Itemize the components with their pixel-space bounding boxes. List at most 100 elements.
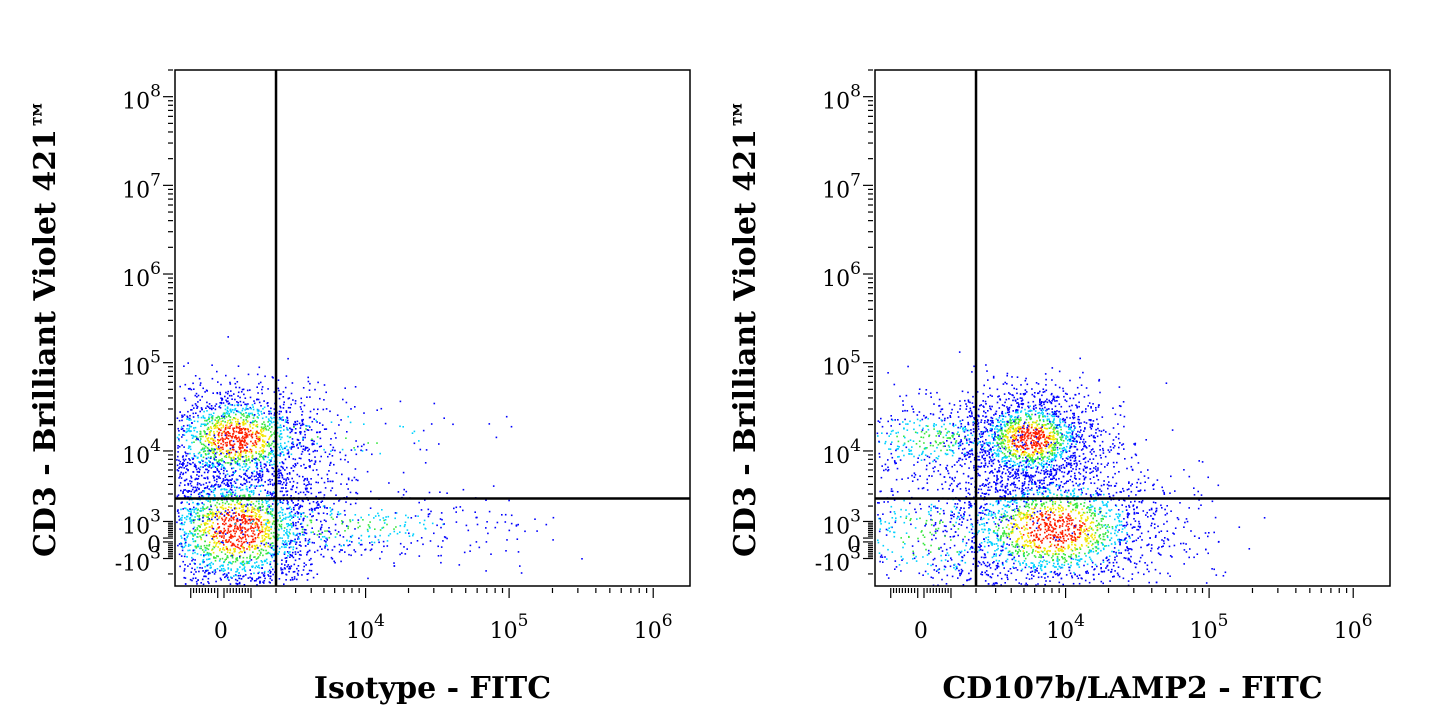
event-dot <box>386 523 388 526</box>
event-dot <box>189 530 191 533</box>
event-dot <box>331 508 334 511</box>
event-dot <box>240 450 242 452</box>
event-dot <box>370 490 372 493</box>
event-dot <box>257 481 259 484</box>
event-dot <box>232 411 235 414</box>
event-dot <box>189 563 191 565</box>
event-dot <box>211 364 213 366</box>
event-dot <box>993 433 996 435</box>
event-dot <box>377 539 380 541</box>
event-dot <box>245 432 248 435</box>
event-dot <box>328 530 330 533</box>
event-dot <box>324 547 326 549</box>
event-dot <box>314 509 316 511</box>
event-dot <box>240 428 243 430</box>
event-dot <box>321 531 324 534</box>
event-dot <box>226 577 229 580</box>
event-dot <box>254 505 257 507</box>
event-dot <box>399 542 402 545</box>
event-dot <box>264 450 266 453</box>
event-dot <box>197 401 199 403</box>
event-dot <box>1031 444 1033 446</box>
event-dot <box>253 533 256 536</box>
event-dot <box>221 499 224 501</box>
event-dot <box>1093 467 1095 469</box>
event-dot <box>230 576 232 579</box>
event-dot <box>308 459 310 461</box>
event-dot <box>196 420 199 423</box>
event-dot <box>194 486 197 489</box>
event-dot <box>228 456 231 459</box>
event-dot <box>206 544 208 547</box>
event-dot <box>216 501 218 504</box>
event-dot <box>307 550 309 553</box>
event-dot <box>244 428 247 431</box>
event-dot <box>192 538 194 540</box>
event-dot <box>1001 446 1004 449</box>
event-dot <box>292 516 295 518</box>
event-dot <box>368 525 371 528</box>
event-dot <box>207 456 210 459</box>
event-dot <box>1031 447 1034 449</box>
event-dot <box>1083 421 1086 423</box>
event-dot <box>242 504 245 507</box>
event-dot <box>194 533 196 536</box>
event-dot <box>247 373 250 376</box>
event-dot <box>987 396 989 398</box>
event-dot <box>259 456 261 458</box>
event-dot <box>1017 474 1020 476</box>
event-dot <box>1002 441 1004 443</box>
event-dot <box>218 475 220 478</box>
event-dot <box>283 583 285 585</box>
event-dot <box>209 526 211 528</box>
event-dot <box>261 499 263 501</box>
event-dot <box>403 525 406 528</box>
event-dot <box>211 419 213 422</box>
event-dot <box>214 531 216 533</box>
event-dot <box>232 446 234 449</box>
event-dot <box>243 494 245 497</box>
event-dot <box>1035 382 1038 384</box>
event-dot <box>219 515 221 518</box>
event-dot <box>389 533 392 535</box>
event-dot <box>403 546 405 548</box>
event-dot <box>980 462 983 464</box>
event-dot <box>282 454 285 457</box>
event-dot <box>234 482 237 484</box>
event-dot <box>355 491 357 494</box>
event-dot <box>983 466 986 468</box>
event-dot <box>279 499 281 502</box>
event-dot <box>177 445 179 447</box>
plot-panel-2: 0 104 105 106-1030103104105106107108CD107b/… <box>728 69 1391 706</box>
event-dot <box>1001 404 1004 406</box>
event-dot <box>505 415 508 418</box>
event-dot <box>207 513 210 515</box>
event-dot <box>313 418 315 420</box>
event-dot <box>984 464 987 466</box>
event-dot <box>360 554 363 556</box>
event-dot <box>281 419 283 421</box>
event-dot <box>249 503 251 505</box>
event-dot <box>1058 410 1060 413</box>
event-dot <box>1021 397 1023 400</box>
event-dot <box>310 557 312 560</box>
event-dot <box>178 467 180 469</box>
event-dot <box>254 516 257 519</box>
event-dot <box>340 560 342 563</box>
event-dot <box>442 523 444 526</box>
event-dot <box>250 433 253 436</box>
event-dot <box>285 561 287 563</box>
event-dot <box>240 404 242 407</box>
event-dot <box>285 560 288 562</box>
event-dot <box>358 542 360 544</box>
event-dot <box>992 375 995 378</box>
event-dot <box>196 486 199 489</box>
event-dot <box>1071 433 1074 436</box>
event-dot <box>308 541 311 543</box>
event-dot <box>222 531 225 534</box>
event-dot <box>279 517 281 519</box>
event-dot <box>260 431 263 433</box>
event-dot <box>1042 467 1044 469</box>
event-dot <box>243 562 246 565</box>
event-dot <box>219 511 222 514</box>
